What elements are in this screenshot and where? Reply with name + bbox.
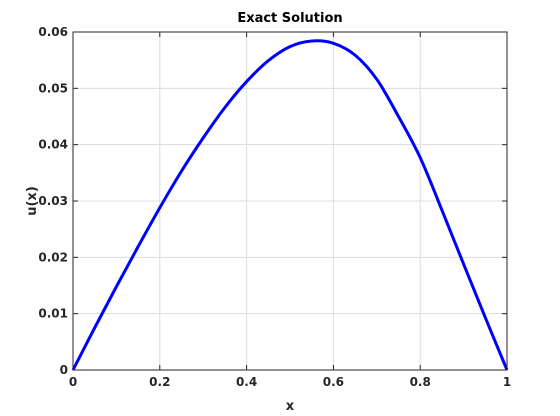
x-axis-label: x (286, 399, 295, 414)
y-axis-label: u(x) (25, 186, 40, 216)
y-axis-ticks: 0 0.01 0.02 0.03 0.04 0.05 0.06 (38, 25, 507, 377)
y-tick-label: 0.06 (38, 25, 68, 39)
y-tick-label: 0.05 (38, 81, 68, 95)
grid (73, 32, 507, 370)
y-tick-label: 0.02 (38, 250, 68, 264)
x-tick-label: 0.2 (149, 375, 170, 389)
x-tick-label: 0.4 (236, 375, 257, 389)
series-layer (71, 39, 509, 371)
x-tick-label: 0 (69, 375, 77, 389)
y-tick-label: 0.04 (38, 138, 68, 152)
x-tick-label: 0.6 (323, 375, 344, 389)
y-tick-label: 0.01 (38, 307, 68, 321)
x-axis-ticks: 0 0.2 0.4 0.6 0.8 1 (69, 32, 511, 389)
x-tick-label: 0.8 (410, 375, 431, 389)
y-tick-label: 0 (60, 363, 68, 377)
y-tick-label: 0.03 (38, 194, 68, 208)
x-tick-label: 1 (503, 375, 511, 389)
series-line (71, 39, 509, 371)
chart-title: Exact Solution (237, 11, 342, 26)
